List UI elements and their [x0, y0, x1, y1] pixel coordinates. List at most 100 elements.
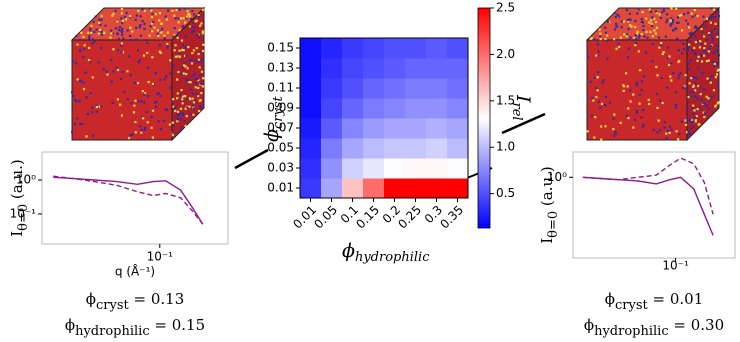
cube-speck	[181, 66, 184, 70]
cube-speck	[683, 85, 686, 88]
cube-speck	[715, 44, 719, 47]
cube-speck	[683, 47, 686, 51]
cube-speck	[596, 43, 599, 46]
cube-speck	[149, 25, 152, 28]
cube-speck	[176, 97, 179, 100]
cube-speck	[169, 72, 172, 75]
cube-speck	[97, 21, 101, 25]
cube-speck	[612, 117, 615, 120]
cube-speck	[88, 35, 91, 38]
cube-speck	[95, 104, 98, 107]
cube-speck	[143, 9, 146, 13]
cube-speck	[691, 107, 694, 110]
cube-speck	[632, 126, 635, 129]
cube-speck	[589, 80, 592, 83]
cube-speck	[687, 68, 690, 71]
cube-speck	[79, 80, 83, 83]
cube-speck	[80, 31, 83, 34]
cube-speck	[606, 34, 609, 37]
cube-speck	[181, 102, 184, 105]
cube-speck	[662, 9, 666, 12]
cube-speck	[140, 131, 143, 134]
caption-sub: cryst	[615, 298, 649, 313]
cube-speck	[698, 123, 701, 126]
cube-speck	[642, 24, 645, 28]
cube-speck	[618, 45, 621, 49]
cube-speck	[171, 9, 174, 12]
cube-speck	[648, 8, 651, 11]
cube-speck	[198, 74, 202, 77]
heat-cell	[300, 38, 322, 59]
cube-speck	[600, 138, 603, 141]
cube-speck	[628, 38, 631, 41]
heat-cell	[342, 58, 364, 79]
cube-speck	[702, 101, 705, 105]
cube-speck	[655, 65, 658, 69]
cube-speck	[703, 47, 706, 50]
cube-speck	[595, 86, 598, 90]
heat-cell	[363, 58, 385, 79]
cube-speck	[670, 79, 673, 82]
cube-speck	[86, 112, 89, 116]
cube-speck	[696, 97, 699, 100]
cube-speck	[130, 38, 133, 42]
cube-speck	[637, 50, 640, 53]
cube-speck	[176, 78, 179, 81]
x-tick-label: 0.25	[395, 203, 424, 232]
cube-speck	[686, 22, 690, 25]
cube-speck	[648, 102, 651, 106]
cube-speck	[127, 136, 131, 140]
heat-cell	[321, 98, 343, 119]
heat-cell	[426, 118, 448, 139]
cube-speck	[130, 101, 133, 105]
cube-speck	[200, 91, 203, 95]
cube-speck	[174, 17, 177, 20]
cube-speck	[169, 86, 172, 89]
cube-speck	[172, 124, 175, 127]
cube-speck	[625, 8, 628, 12]
cube-speck	[628, 18, 631, 21]
cube-speck	[669, 22, 673, 25]
cube-speck	[147, 66, 150, 69]
cube-speck	[612, 128, 615, 131]
cube-speck	[198, 99, 201, 102]
cube-speck	[177, 70, 180, 74]
cube-speck	[151, 136, 154, 139]
cube-speck	[180, 88, 183, 92]
cube-speck	[164, 15, 167, 18]
heat-cell	[363, 178, 385, 199]
cube-speck	[174, 55, 177, 58]
cube-speck	[201, 49, 205, 53]
cube-speck	[677, 74, 680, 77]
cube-speck	[651, 60, 654, 63]
cube-speck	[133, 81, 136, 84]
cube-speck	[128, 55, 131, 58]
cube-speck	[687, 48, 690, 51]
cube-speck	[608, 101, 611, 104]
cube-speck	[661, 101, 664, 105]
cube-speck	[189, 15, 192, 18]
cube-speck	[140, 100, 143, 103]
heat-cell	[384, 178, 406, 199]
cube-speck	[123, 90, 126, 93]
cube-speck	[656, 74, 659, 77]
cube-speck	[678, 59, 681, 63]
cube-speck	[183, 54, 187, 57]
cube-face	[171, 6, 205, 142]
cube-speck	[692, 90, 695, 94]
cube-speck	[197, 94, 200, 98]
cube-speck	[590, 37, 593, 40]
cube-speck	[112, 12, 115, 15]
cube-speck	[87, 58, 91, 62]
cube-speck	[120, 12, 124, 15]
cube-speck	[684, 123, 688, 127]
cube-speck	[703, 115, 706, 119]
heat-cell	[321, 158, 343, 179]
cube-speck	[595, 54, 598, 57]
cube-speck	[180, 72, 183, 75]
cube-speck	[624, 33, 627, 36]
cube-speck	[707, 97, 710, 100]
heat-cell	[300, 58, 322, 79]
cube-speck	[714, 28, 717, 31]
cube-speck	[696, 67, 700, 70]
